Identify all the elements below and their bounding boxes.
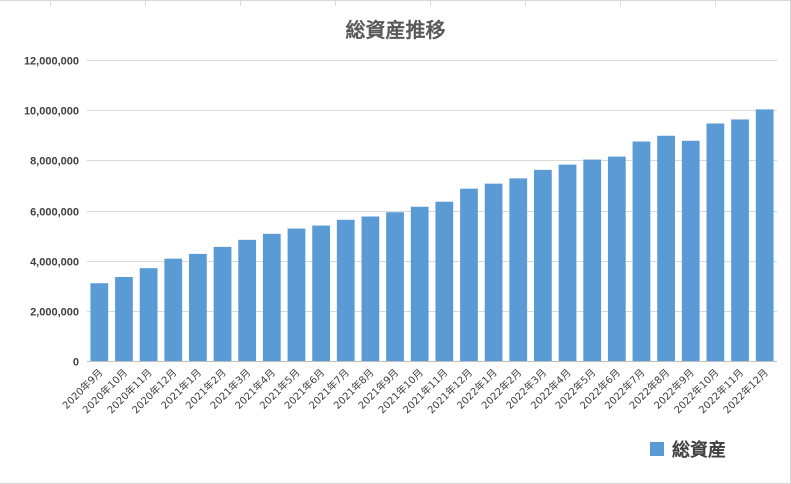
y-tick-label: 8,000,000: [30, 156, 79, 168]
bar: [583, 159, 602, 361]
bar: [115, 276, 133, 361]
bar: [755, 109, 774, 361]
bar: [558, 164, 577, 361]
legend: 総資産: [650, 437, 726, 461]
bar: [262, 233, 281, 361]
y-tick-label: 2,000,000: [30, 307, 79, 319]
bar: [632, 141, 651, 361]
bar: [213, 246, 232, 361]
bar: [534, 169, 552, 361]
bar: [238, 239, 257, 361]
y-tick-label: 12,000,000: [24, 56, 79, 68]
bar: [90, 283, 109, 361]
bar: [361, 216, 380, 361]
legend-swatch: [650, 442, 664, 456]
bar: [484, 183, 503, 361]
y-tick-label: 4,000,000: [30, 257, 79, 269]
bar: [460, 188, 478, 361]
bar: [706, 123, 725, 361]
bar: [336, 219, 355, 361]
top-grid-strip: [0, 0, 791, 6]
y-tick-label: 10,000,000: [24, 106, 79, 118]
bar: [139, 268, 158, 361]
bar: [386, 212, 404, 361]
bar: [287, 228, 306, 361]
chart-title: 総資産推移: [345, 18, 446, 42]
bar: [681, 140, 700, 361]
bar: [731, 119, 749, 361]
bar: [410, 206, 429, 361]
bar: [607, 156, 626, 361]
bar: [164, 258, 183, 361]
legend-label: 総資産: [672, 440, 726, 461]
y-tick-label: 6,000,000: [30, 207, 79, 219]
bar: [189, 253, 207, 361]
bar: [312, 225, 330, 361]
bar: [657, 135, 675, 361]
y-tick-label: 0: [73, 357, 79, 369]
bar: [435, 201, 454, 361]
bar: [509, 178, 528, 361]
